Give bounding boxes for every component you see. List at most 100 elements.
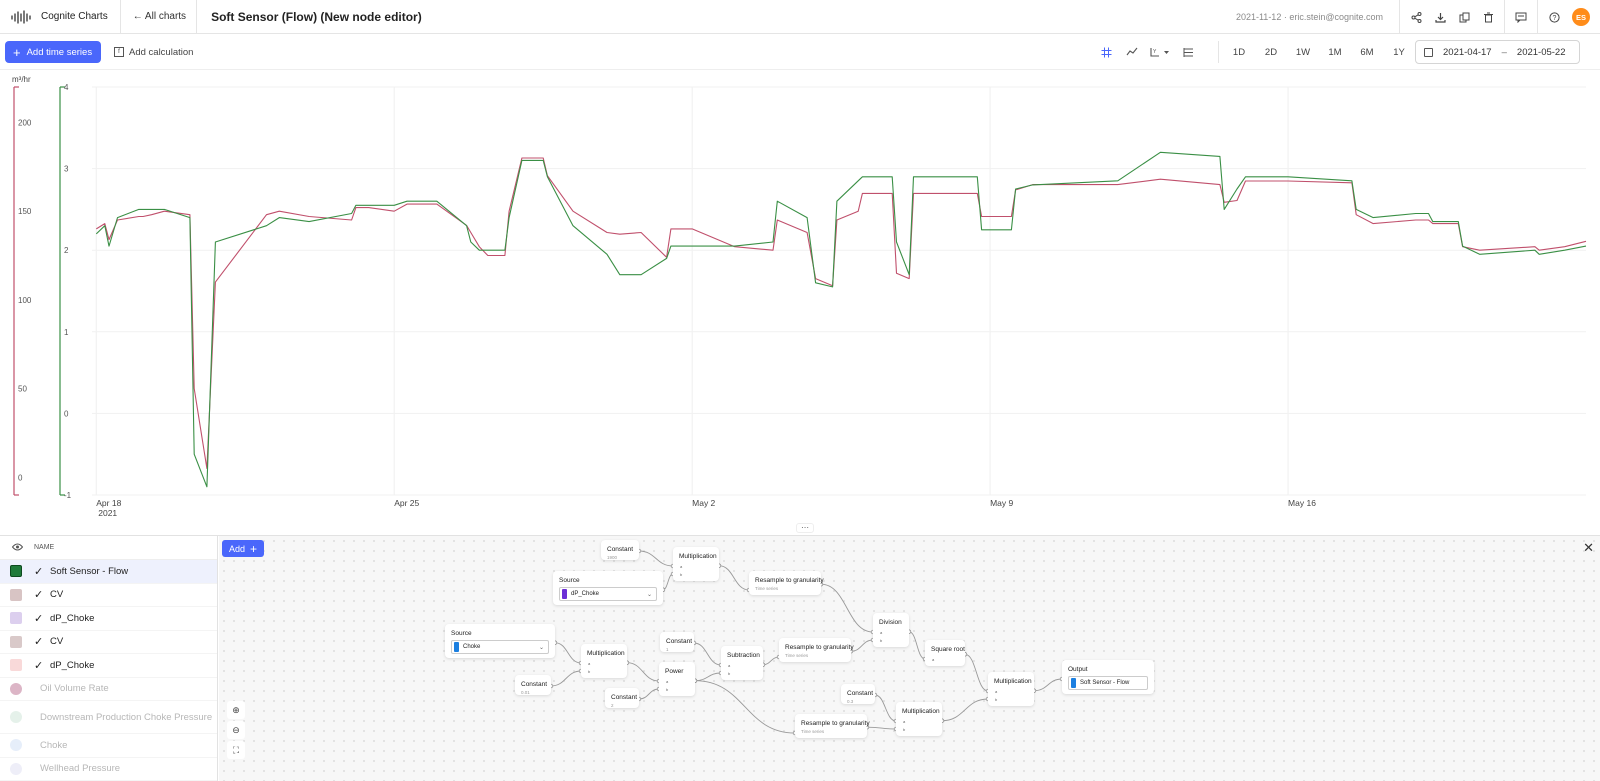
range-6m[interactable]: 6M xyxy=(1351,47,1383,58)
color-swatch[interactable] xyxy=(10,589,22,601)
input-pin-label: a xyxy=(666,679,668,684)
date-from[interactable]: 2021-04-17 xyxy=(1443,47,1492,58)
color-swatch[interactable] xyxy=(10,763,22,775)
range-1y[interactable]: 1Y xyxy=(1383,47,1415,58)
node-subtitle: 1 xyxy=(666,647,669,652)
all-charts-link[interactable]: ← All charts xyxy=(121,0,197,34)
y-axis-icon[interactable]: Y xyxy=(1145,41,1175,63)
node-select-value: dP_Choke xyxy=(571,591,647,597)
range-1d[interactable]: 1D xyxy=(1223,47,1255,58)
time-series-row[interactable]: ✓dP_Choke xyxy=(0,654,217,678)
date-to[interactable]: 2021-05-22 xyxy=(1517,47,1566,58)
calendar-icon xyxy=(1424,48,1433,57)
close-icon[interactable]: ✕ xyxy=(1583,540,1594,556)
input-pin-label: a xyxy=(995,689,997,694)
add-calculation-button[interactable]: f Add calculation xyxy=(114,41,193,63)
comment-icon[interactable] xyxy=(1509,0,1533,34)
app-logo[interactable]: Cognite Charts xyxy=(0,0,121,34)
duplicate-icon[interactable] xyxy=(1452,0,1476,34)
name-column-header: NAME xyxy=(34,544,54,551)
node-select[interactable]: Choke⌄ xyxy=(451,640,549,654)
color-swatch[interactable] xyxy=(10,612,22,624)
svg-text:?: ? xyxy=(1552,15,1556,22)
grid-icon[interactable] xyxy=(1093,41,1119,63)
node-wire xyxy=(719,566,749,590)
color-swatch[interactable] xyxy=(10,711,22,723)
time-series-row[interactable]: Choke xyxy=(0,734,217,758)
time-series-row[interactable]: Downstream Production Choke Pressure xyxy=(0,701,217,734)
time-series-row[interactable]: ✓CV xyxy=(0,631,217,655)
user-avatar[interactable]: ES xyxy=(1572,8,1590,26)
range-1w[interactable]: 1W xyxy=(1287,47,1319,58)
add-time-series-label: Add time series xyxy=(27,47,92,58)
stacked-icon[interactable] xyxy=(1175,41,1201,63)
color-swatch[interactable] xyxy=(10,683,22,695)
color-swatch[interactable] xyxy=(10,739,22,751)
node-subtitle: 1900 xyxy=(607,555,617,560)
node-select[interactable]: dP_Choke⌄ xyxy=(559,587,657,601)
chart-title[interactable]: Soft Sensor (Flow) (New node editor) xyxy=(211,10,422,24)
delete-icon[interactable] xyxy=(1476,0,1500,34)
resize-handle-icon[interactable]: ⋯ xyxy=(796,523,814,533)
download-icon[interactable] xyxy=(1428,0,1452,34)
help-icon[interactable]: ? xyxy=(1542,0,1566,34)
checkmark-icon: ✓ xyxy=(34,588,46,601)
node-subtitle: Time series xyxy=(801,729,824,734)
input-pin-label: b xyxy=(903,727,905,732)
node-select[interactable]: Soft Sensor - Flow xyxy=(1068,676,1148,690)
range-1m[interactable]: 1M xyxy=(1319,47,1351,58)
divider xyxy=(1537,0,1538,34)
y-tick-label: 4 xyxy=(64,83,69,92)
series-line[interactable] xyxy=(96,152,1586,487)
eye-icon[interactable] xyxy=(12,543,24,553)
share-icon[interactable] xyxy=(1404,0,1428,34)
y-tick-label: 200 xyxy=(18,118,32,127)
node-wire xyxy=(695,673,721,681)
line-icon[interactable] xyxy=(1119,41,1145,63)
add-node-button[interactable]: Add + xyxy=(222,540,264,557)
x-tick-label: May 16 xyxy=(1288,498,1316,508)
time-series-row[interactable]: ✓ CV xyxy=(0,584,217,608)
zoom-out-icon[interactable]: ⊖ xyxy=(227,721,245,739)
add-time-series-button[interactable]: + Add time series xyxy=(5,41,101,63)
x-tick-label: May 9 xyxy=(990,498,1013,508)
range-2d[interactable]: 2D xyxy=(1255,47,1287,58)
color-swatch[interactable] xyxy=(10,565,22,577)
date-range-picker[interactable]: 2021-04-17 – 2021-05-22 xyxy=(1415,40,1580,64)
node-subtitle: 2 xyxy=(611,703,614,708)
time-series-row[interactable]: Oil Volume Rate xyxy=(0,678,217,702)
time-series-label: CV xyxy=(50,589,63,600)
node-subtitle: 0.01 xyxy=(521,690,530,695)
time-series-row[interactable]: ✓Soft Sensor - Flow xyxy=(0,560,217,584)
y-tick-label: 2 xyxy=(64,246,69,255)
zoom-in-icon[interactable]: ⊕ xyxy=(227,701,245,719)
color-swatch[interactable] xyxy=(10,636,22,648)
time-series-row[interactable]: Wellhead Pressure xyxy=(0,758,217,781)
series-line[interactable] xyxy=(96,158,1586,468)
fit-view-icon[interactable]: ⛶ xyxy=(227,741,245,759)
color-swatch[interactable] xyxy=(10,659,22,671)
time-series-row[interactable]: ✓dP_Choke xyxy=(0,607,217,631)
